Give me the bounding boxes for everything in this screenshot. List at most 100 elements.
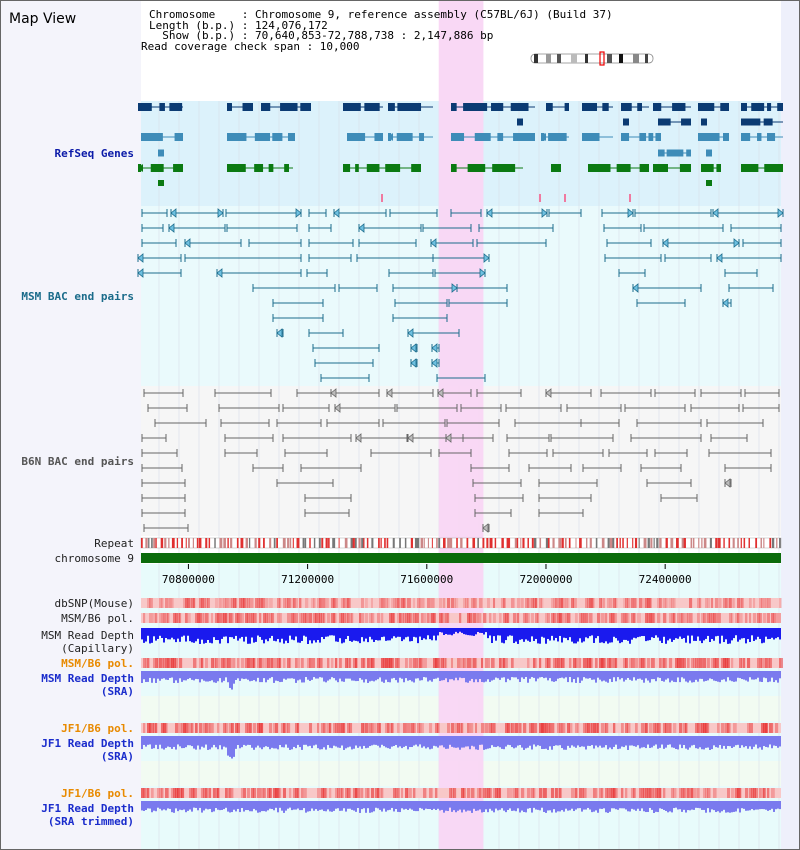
track-label-repeat[interactable]: Repeat: [94, 537, 134, 550]
track-label-jf1-b6-pol-1[interactable]: JF1/B6 pol.: [61, 722, 134, 735]
depth-bar: [501, 801, 503, 809]
depth-bar: [685, 628, 687, 643]
gene-arrow: [658, 149, 663, 157]
track-label-msm-b6-pol-2[interactable]: MSM/B6 pol.: [61, 657, 134, 670]
track-label-jf1-b6-pol-2[interactable]: JF1/B6 pol.: [61, 787, 134, 800]
heat-cell: [641, 723, 644, 733]
heat-cell: [747, 658, 751, 668]
heat-cell: [269, 613, 273, 623]
gene-exon: [637, 103, 642, 111]
depth-bar: [145, 801, 147, 811]
depth-bar: [739, 736, 741, 748]
depth-bar: [191, 801, 193, 812]
depth-bar: [491, 628, 493, 644]
heat-cell: [319, 613, 323, 623]
heat-cell: [551, 613, 555, 623]
heat-cell: [385, 598, 389, 608]
depth-bar: [333, 628, 335, 636]
repeat-element: [219, 538, 223, 548]
repeat-element: [670, 538, 674, 548]
depth-bar: [483, 628, 485, 635]
heat-cell: [265, 613, 269, 623]
heat-cell: [235, 598, 238, 608]
depth-bar: [659, 801, 661, 809]
repeat-element: [709, 538, 712, 548]
depth-bar: [307, 801, 309, 812]
depth-bar: [713, 736, 715, 746]
track-label-b6n-bac[interactable]: B6N BAC end pairs: [21, 455, 134, 468]
track-label-msm-b6-pol-1[interactable]: MSM/B6 pol.: [61, 612, 134, 625]
gene-exon: [343, 103, 361, 111]
heat-cell: [739, 598, 742, 608]
depth-bar: [181, 628, 183, 637]
heat-cell: [479, 613, 482, 623]
depth-bar: [147, 628, 149, 636]
heat-cell: [301, 613, 304, 623]
heat-cell: [753, 598, 756, 608]
heat-cell: [605, 723, 609, 733]
depth-bar: [481, 628, 483, 633]
ideogram-band: [557, 54, 561, 63]
track-label-chromosome[interactable]: chromosome 9: [54, 552, 134, 565]
scroll-strip[interactable]: [781, 1, 799, 849]
depth-bar: [347, 801, 349, 809]
depth-bar: [677, 801, 679, 810]
depth-bar: [557, 671, 559, 679]
bac-end-arrow: [410, 343, 417, 353]
depth-bar: [407, 628, 409, 637]
depth-bar: [391, 736, 393, 747]
depth-bar: [531, 671, 533, 678]
track-label-refseq[interactable]: RefSeq Genes: [54, 147, 134, 160]
bac-end-arrow: [722, 298, 729, 308]
heat-cell: [287, 598, 291, 608]
depth-bar: [243, 801, 245, 812]
depth-bar: [649, 628, 651, 641]
heat-cell: [147, 723, 151, 733]
depth-bar: [579, 801, 581, 809]
heat-cell: [671, 613, 675, 623]
info-line-coverage: Read coverage check span : 10,000: [141, 39, 360, 53]
depth-bar: [173, 736, 175, 747]
gene-arrow: [261, 103, 266, 111]
depth-bar: [615, 671, 617, 682]
depth-bar: [777, 736, 779, 748]
heat-cell: [201, 598, 205, 608]
heat-cell: [675, 658, 679, 668]
heat-cell: [539, 723, 543, 733]
depth-bar: [381, 801, 383, 812]
track-label-msm-depth-capillary[interactable]: MSM Read Depth (Capillary): [41, 629, 134, 655]
heat-cell: [451, 598, 454, 608]
track-label-msm-bac[interactable]: MSM BAC end pairs: [21, 290, 134, 303]
heat-cell: [325, 598, 329, 608]
depth-bar: [581, 671, 583, 681]
depth-bar: [255, 801, 257, 811]
depth-bar: [413, 671, 415, 683]
depth-bar: [389, 801, 391, 810]
heat-cell: [655, 788, 659, 798]
depth-bar: [517, 801, 519, 809]
heat-cell: [647, 598, 651, 608]
depth-bar: [261, 671, 263, 683]
gene-exon: [723, 133, 729, 141]
heat-cell: [413, 723, 416, 733]
track-label-jf1-depth-sra[interactable]: JF1 Read Depth (SRA): [41, 737, 134, 763]
track-label-jf1-depth-trimmed[interactable]: JF1 Read Depth (SRA trimmed): [41, 802, 134, 828]
heat-cell: [301, 658, 304, 668]
heat-cell: [441, 613, 445, 623]
depth-bar: [321, 671, 323, 678]
heat-cell: [335, 723, 339, 733]
heat-cell: [565, 613, 568, 623]
heat-cell: [613, 598, 617, 608]
depth-bar: [249, 801, 251, 812]
depth-bar: [669, 628, 671, 639]
depth-bar: [291, 628, 293, 640]
heat-cell: [677, 613, 680, 623]
depth-bar: [549, 801, 551, 811]
bac-end-arrow: [410, 358, 417, 368]
depth-bar: [605, 736, 607, 746]
track-label-dbsnp[interactable]: dbSNP(Mouse): [54, 597, 134, 610]
depth-bar: [315, 801, 317, 810]
track-label-msm-depth-sra[interactable]: MSM Read Depth (SRA): [41, 672, 134, 698]
repeat-element: [399, 538, 401, 548]
